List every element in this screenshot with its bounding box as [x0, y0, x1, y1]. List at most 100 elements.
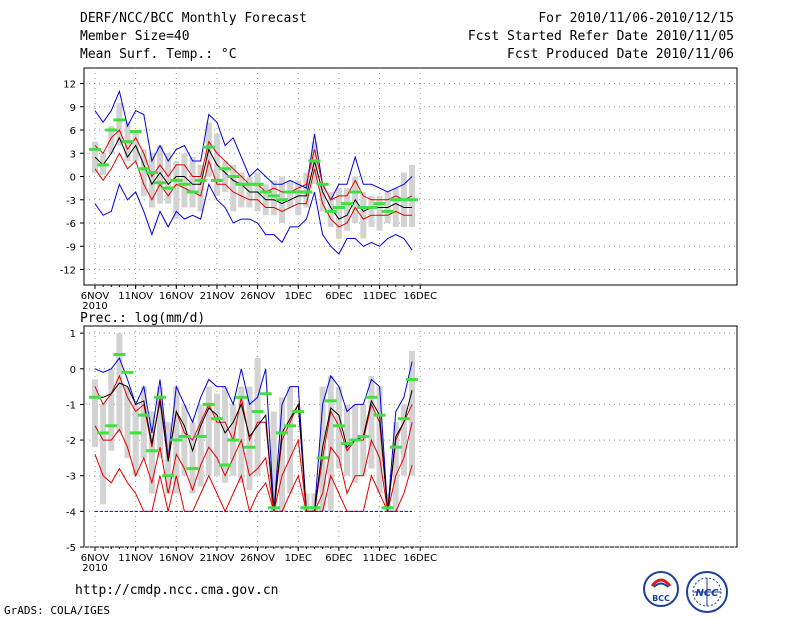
- temp-median-mark: [300, 190, 313, 194]
- temp-line-p10: [94, 152, 413, 228]
- temp-x-tick-label: 6DEC: [325, 291, 352, 302]
- prec-spread-bar: [108, 368, 115, 451]
- temp-spread-bar: [230, 164, 237, 212]
- prec-line-max: [94, 357, 413, 512]
- prec-spread-bar: [181, 404, 188, 476]
- prec-median-mark: [89, 395, 101, 399]
- prec-median-mark: [300, 506, 313, 510]
- temp-median-mark: [316, 182, 329, 186]
- prec-y-tick-label: 0: [70, 365, 76, 376]
- temp-median-mark: [202, 145, 215, 149]
- forecast-period: For 2010/11/06-2010/12/15: [538, 11, 734, 26]
- temp-median-mark: [406, 198, 419, 202]
- temp-median-mark: [341, 202, 354, 206]
- prec-x-tick-label: 11DEC: [363, 553, 397, 564]
- prec-y-tick-label: 1: [70, 329, 76, 340]
- temp-median-mark: [219, 167, 232, 171]
- forecast-produced-date: Fcst Produced Date 2010/11/06: [507, 47, 734, 62]
- prec-spread-bar: [400, 404, 407, 476]
- prec-spread-bar: [205, 386, 212, 476]
- prec-spread-bar: [295, 493, 302, 495]
- temp-median-mark: [349, 190, 362, 194]
- prec-median-mark: [202, 402, 215, 406]
- temp-median-mark: [324, 209, 337, 213]
- temp-median-mark: [373, 202, 386, 206]
- prec-spread-bar: [254, 358, 261, 476]
- prec-median-mark: [194, 435, 207, 438]
- temp-y-tick-label: 9: [70, 103, 76, 114]
- temp-y-tick-label: -12: [60, 266, 76, 277]
- prec-median-mark: [397, 417, 410, 421]
- prec-median-mark: [178, 435, 191, 438]
- prec-median-mark: [227, 438, 240, 442]
- temp-spread-bar: [157, 145, 164, 204]
- prec-x-tick-label: 21NOV: [200, 553, 235, 564]
- temp-median-mark: [381, 209, 394, 213]
- prec-median-mark: [243, 445, 256, 449]
- prec-median-mark: [308, 506, 321, 510]
- prec-median-mark: [113, 353, 126, 357]
- temp-y-tick-label: 3: [70, 149, 76, 160]
- temp-median-mark: [357, 206, 370, 209]
- temp-spread-bar: [222, 161, 229, 192]
- temp-median-mark: [154, 181, 167, 185]
- temp-spread-bar: [319, 184, 326, 212]
- variable-label: Mean Surf. Temp.: °C: [80, 47, 237, 62]
- prec-spread-bar: [262, 493, 269, 495]
- chart-title: DERF/NCC/BCC Monthly Forecast: [80, 11, 307, 26]
- prec-median-mark: [129, 431, 142, 435]
- temp-spread-bar: [295, 180, 302, 216]
- prec-median-mark: [381, 506, 394, 510]
- precip-panel-title: Prec.: log(mm/d): [80, 311, 205, 326]
- prec-median-mark: [154, 395, 167, 399]
- prec-spread-bar: [352, 404, 359, 483]
- prec-median-mark: [186, 467, 199, 471]
- temp-spread-bar: [368, 195, 375, 227]
- prec-spread-bar: [100, 404, 107, 505]
- temp-y-tick-label: -6: [66, 219, 76, 230]
- temp-spread-bar: [189, 157, 196, 208]
- prec-spread-bar: [384, 493, 391, 512]
- temp-median-mark: [105, 128, 118, 132]
- prec-plot-frame: [83, 325, 738, 548]
- prec-x-tick-label: 6DEC: [325, 553, 352, 564]
- temp-median-mark: [194, 178, 207, 182]
- prec-spread-bar: [197, 404, 204, 487]
- temp-median-mark: [389, 198, 402, 202]
- bcc-logo-ring-icon: [643, 571, 679, 607]
- grads-credit: GrADS: COLA/IGES: [4, 604, 110, 617]
- prec-median-mark: [267, 506, 280, 510]
- prec-median-mark: [324, 399, 337, 403]
- temp-median-mark: [259, 190, 272, 194]
- prec-median-mark: [105, 424, 118, 428]
- prec-median-mark: [170, 438, 183, 442]
- prec-spread-bar: [335, 386, 342, 469]
- prec-y-tick-label: -1: [66, 400, 76, 411]
- temp-median-mark: [227, 175, 240, 178]
- bcc-logo-arc-icon: [650, 578, 672, 587]
- prec-y-tick-label: -3: [66, 472, 76, 483]
- temp-spread-bar: [335, 188, 342, 239]
- prec-median-mark: [349, 438, 362, 442]
- temp-spread-bar: [327, 192, 334, 227]
- forecast-started-date: Fcst Started Refer Date 2010/11/05: [467, 29, 734, 44]
- prec-spread-bar: [92, 379, 98, 448]
- temp-spread-bar: [181, 153, 188, 208]
- temp-y-tick-label: -9: [66, 242, 76, 253]
- prec-median-mark: [162, 474, 175, 478]
- prec-spread-bar: [270, 411, 277, 512]
- temp-median-mark: [121, 140, 134, 144]
- temp-spread-bar: [148, 153, 155, 208]
- prec-spread-bar: [344, 404, 351, 476]
- temp-spread-bar: [376, 195, 383, 231]
- source-url[interactable]: http://cmdp.ncc.cma.gov.cn: [75, 583, 279, 598]
- temp-spread-bar: [197, 164, 204, 212]
- temp-spread-bar: [344, 188, 351, 231]
- temp-median-mark: [89, 147, 101, 151]
- prec-median-mark: [97, 431, 110, 435]
- prec-median-mark: [210, 417, 223, 421]
- prec-spread-bar: [213, 393, 220, 476]
- temp-spread-bar: [360, 192, 367, 239]
- prec-median-mark: [137, 413, 150, 417]
- prec-x-tick-label: 11NOV: [118, 553, 153, 564]
